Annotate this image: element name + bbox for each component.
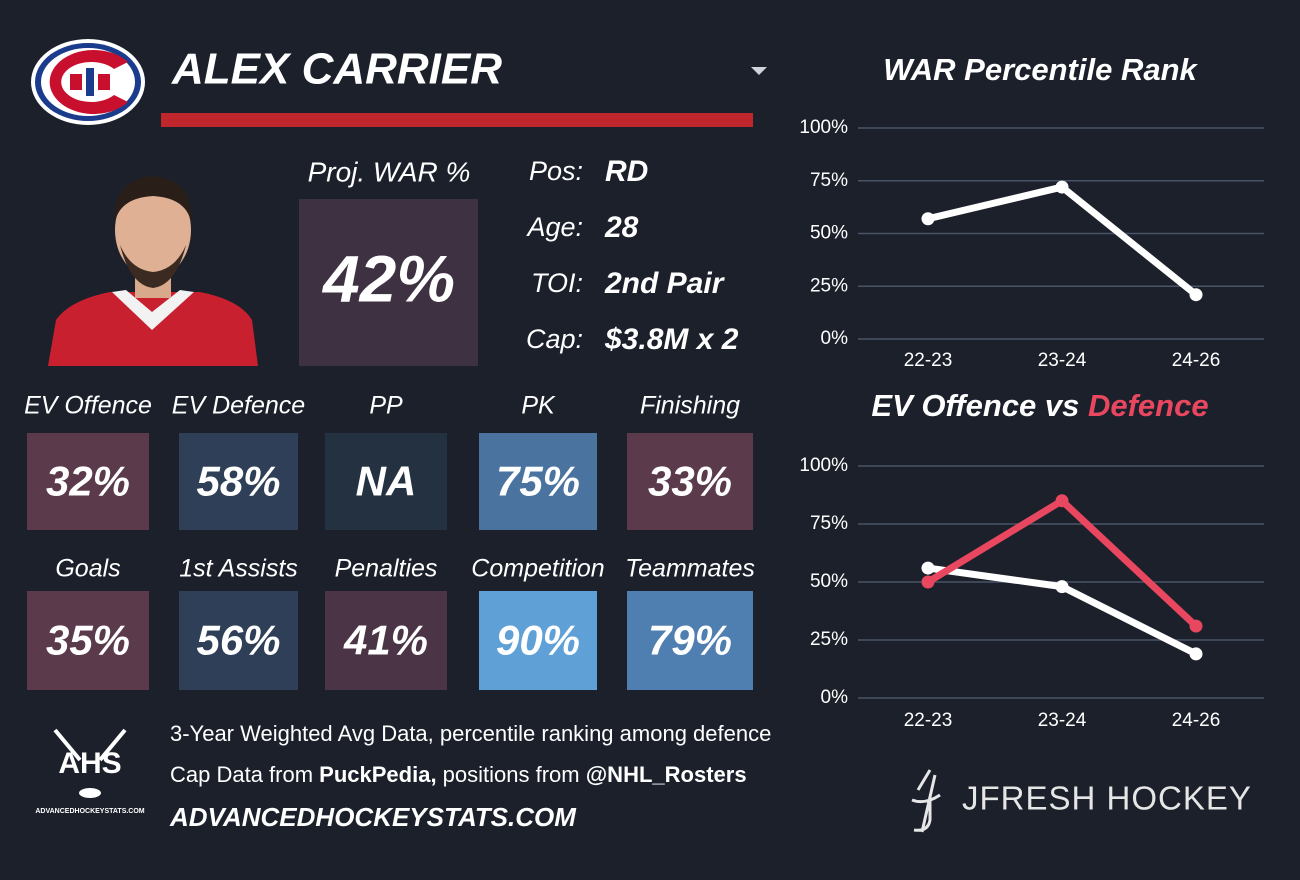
point <box>1055 494 1069 508</box>
ahs-logo-text: AHS <box>58 747 121 780</box>
y-tick-label: 75% <box>810 513 848 534</box>
tile-label: PP <box>369 392 403 420</box>
footer-line-1: 3-Year Weighted Avg Data, percentile ran… <box>170 721 771 746</box>
y-tick-label: 100% <box>799 455 848 476</box>
player-name: ALEX CARRIER <box>171 45 502 94</box>
tile-box <box>27 433 149 530</box>
y-tick-label: 75% <box>810 170 848 191</box>
brand-text: JFRESH HOCKEY <box>962 780 1252 817</box>
tile-label: 1st Assists <box>179 555 298 583</box>
tile-value: 35% <box>46 617 130 664</box>
tile-value: 79% <box>648 617 732 664</box>
info-label: Age: <box>525 212 583 242</box>
x-tick-label: 22-23 <box>904 710 953 731</box>
tile-label: Penalties <box>335 555 438 583</box>
tile-value: 56% <box>196 617 280 664</box>
info-label: TOI: <box>531 268 583 298</box>
y-tick-label: 25% <box>810 629 848 650</box>
footer-segment: Cap Data from <box>170 762 319 787</box>
footer-line-3: ADVANCEDHOCKEYSTATS.COM <box>169 802 577 832</box>
footer-line-2: Cap Data from PuckPedia, positions from … <box>170 762 747 787</box>
tile-box <box>325 433 447 530</box>
info-label: Cap: <box>526 324 583 354</box>
tile-box <box>627 433 753 530</box>
tile-box <box>627 591 753 690</box>
info-value: $3.8M x 2 <box>604 323 739 356</box>
tile-label: Teammates <box>625 555 755 583</box>
y-tick-label: 50% <box>810 223 848 244</box>
info-label: Pos: <box>529 156 583 186</box>
ahs-logo-sub: ADVANCEDHOCKEYSTATS.COM <box>35 808 144 815</box>
tile-value: NA <box>356 458 417 505</box>
y-tick-label: 0% <box>821 328 849 349</box>
proj-war-box <box>299 199 478 366</box>
footer-segment: @NHL_Rosters <box>586 762 747 787</box>
stat-tiles: EV Offence 32% EV Defence 58% PP NA PK 75% Finis… <box>24 392 755 690</box>
point <box>921 561 935 575</box>
info-value: 28 <box>604 211 639 244</box>
player-info: Pos: RD Age: 28 TOI: 2nd Pair Cap: $3.8M x 2 <box>525 155 738 356</box>
x-tick-label: 22-23 <box>904 350 953 371</box>
tile-value: 58% <box>196 458 280 505</box>
x-tick-label: 23-24 <box>1038 350 1087 371</box>
point <box>1055 580 1069 594</box>
x-tick-label: 23-24 <box>1038 710 1087 731</box>
tile-box <box>479 591 597 690</box>
tile-box <box>325 591 447 690</box>
tile-value: 41% <box>343 617 428 664</box>
info-value: RD <box>605 155 648 188</box>
proj-war-value: 42% <box>321 241 455 315</box>
tile-value: 33% <box>648 458 732 505</box>
tile-value: 32% <box>46 458 130 505</box>
tile-label: Goals <box>55 555 120 583</box>
ahs-logo: AHS ADVANCEDHOCKEYSTATS.COM <box>35 728 145 815</box>
point <box>1055 180 1069 194</box>
chart-title: WAR Percentile Rank <box>883 52 1198 87</box>
point <box>921 212 935 226</box>
player-photo <box>48 176 258 366</box>
jfresh-logo <box>911 769 941 833</box>
point <box>921 575 935 589</box>
chart-title: EV Offence vs Defence <box>871 388 1208 423</box>
tile-value: 75% <box>496 458 580 505</box>
point <box>1189 647 1203 661</box>
chart-title-part: WAR Percentile Rank <box>883 52 1198 87</box>
tile-box <box>479 433 597 530</box>
tile-label: PK <box>521 392 556 420</box>
charts: WAR Percentile Rank 0% 25% 50% 75% 100% 22-23 2… <box>799 52 1264 731</box>
dropdown-caret[interactable] <box>751 67 767 75</box>
footer-segment: positions from <box>437 762 586 787</box>
tile-label: Finishing <box>640 392 740 420</box>
point <box>1189 619 1203 633</box>
name-underline <box>161 113 753 127</box>
info-value: 2nd Pair <box>604 267 726 300</box>
tile-value: 90% <box>496 617 580 664</box>
proj-war-label: Proj. WAR % <box>308 156 471 187</box>
x-tick-label: 24-26 <box>1172 710 1221 731</box>
y-tick-label: 50% <box>810 571 848 592</box>
point <box>1189 288 1203 302</box>
tile-label: EV Offence <box>24 392 152 420</box>
team-logo <box>31 39 145 125</box>
tile-box <box>27 591 149 690</box>
x-tick-label: 24-26 <box>1172 350 1221 371</box>
y-tick-label: 0% <box>821 687 849 708</box>
tile-label: Competition <box>471 555 604 583</box>
chart-title-part: EV Offence vs <box>871 388 1088 423</box>
tile-box <box>179 591 298 690</box>
chart-title-part: Defence <box>1088 388 1209 423</box>
tile-box <box>179 433 298 530</box>
footer-segment: PuckPedia, <box>319 762 436 787</box>
y-tick-label: 25% <box>810 275 848 296</box>
tile-label: EV Defence <box>172 392 305 420</box>
y-tick-label: 100% <box>799 117 848 138</box>
